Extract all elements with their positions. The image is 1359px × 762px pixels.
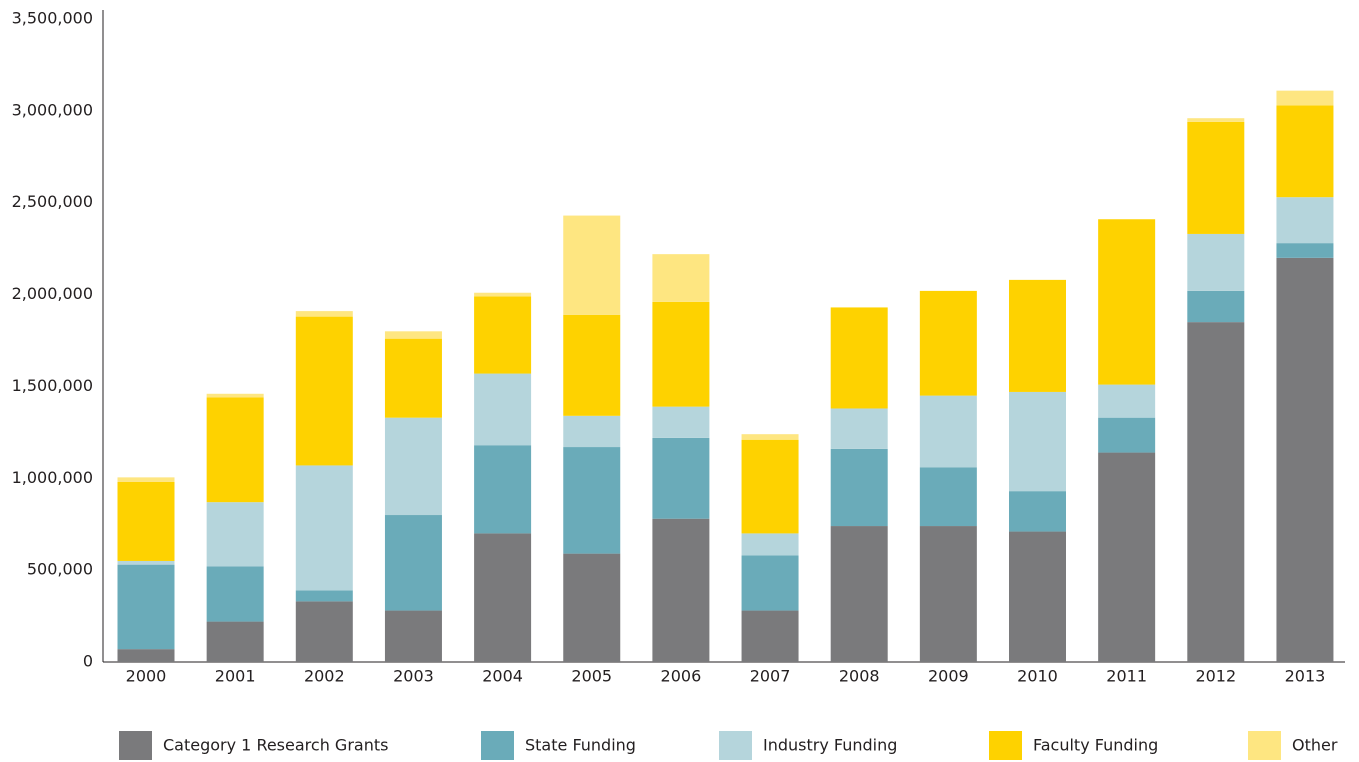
bar-segment <box>1098 452 1156 662</box>
y-tick-label: 2,500,000 <box>12 192 93 211</box>
bar-segment <box>117 564 175 650</box>
bar-segment <box>117 560 175 565</box>
bar-segment <box>830 448 888 527</box>
bar-segment <box>384 610 442 662</box>
bar-segment <box>919 290 977 396</box>
y-tick-label: 0 <box>83 652 93 671</box>
bar-segment <box>1276 197 1334 244</box>
bar-segment <box>1098 417 1156 453</box>
bar-segment <box>652 518 710 662</box>
legend-swatch <box>989 731 1022 760</box>
legend-label: State Funding <box>525 736 636 755</box>
legend-swatch <box>481 731 514 760</box>
bar-segment <box>117 481 175 561</box>
bar-segment <box>474 445 532 534</box>
bar-segment <box>474 296 532 374</box>
bar-segment <box>1187 233 1245 291</box>
bar-segment <box>1098 384 1156 418</box>
bar-segment <box>1187 121 1245 234</box>
bar-segment <box>830 307 888 409</box>
bar-segment <box>206 566 264 622</box>
legend-label: Other <box>1292 736 1338 755</box>
bar-segment <box>1098 219 1156 385</box>
bar-segment <box>384 338 442 418</box>
bar-segment <box>295 590 353 602</box>
bar-segment <box>652 254 710 302</box>
x-tick-label: 2011 <box>1106 667 1147 686</box>
bar-segment <box>295 311 353 317</box>
bar-segment <box>295 601 353 662</box>
y-tick-label: 1,500,000 <box>12 376 93 395</box>
bar-segment <box>1276 90 1334 106</box>
y-tick-label: 1,000,000 <box>12 468 93 487</box>
bar-segment <box>563 215 621 315</box>
bar-segment <box>1276 105 1334 198</box>
bar-segment <box>206 502 264 567</box>
bar-segment <box>384 417 442 516</box>
bar-segment <box>830 526 888 662</box>
bar-segment <box>1009 279 1066 392</box>
bar-segment <box>741 439 799 534</box>
bar-segment <box>652 406 710 438</box>
bar-segment <box>1187 290 1245 323</box>
x-tick-label: 2013 <box>1285 667 1326 686</box>
legend-label: Faculty Funding <box>1033 736 1158 755</box>
bar-segment <box>206 393 264 398</box>
bar-segment <box>117 477 175 482</box>
bar-segment <box>919 467 977 527</box>
x-tick-label: 2000 <box>126 667 167 686</box>
legend-swatch <box>1248 731 1281 760</box>
bar-segment <box>1009 491 1066 532</box>
bar-segment <box>563 314 621 416</box>
bar-segment <box>117 649 175 662</box>
x-tick-label: 2009 <box>928 667 969 686</box>
bar-segment <box>206 621 264 662</box>
x-tick-label: 2001 <box>215 667 256 686</box>
x-tick-label: 2004 <box>482 667 523 686</box>
y-tick-label: 2,000,000 <box>12 284 93 303</box>
legend-swatch <box>719 731 752 760</box>
x-tick-label: 2002 <box>304 667 345 686</box>
bar-segment <box>384 515 442 611</box>
x-tick-label: 2006 <box>661 667 702 686</box>
bar-segment <box>563 553 621 662</box>
y-tick-label: 500,000 <box>27 560 93 579</box>
y-tick-label: 3,500,000 <box>12 9 93 28</box>
bar-segment <box>295 465 353 591</box>
bar-segment <box>1276 243 1334 258</box>
x-tick-label: 2010 <box>1017 667 1058 686</box>
bar-segment <box>919 526 977 662</box>
bar-segment <box>474 533 532 662</box>
bar-segment <box>741 533 799 556</box>
x-tick-label: 2005 <box>571 667 612 686</box>
bar-segment <box>474 373 532 446</box>
legend-label: Industry Funding <box>763 736 897 755</box>
x-tick-label: 2003 <box>393 667 434 686</box>
bar-segment <box>1009 391 1066 492</box>
x-tick-label: 2012 <box>1195 667 1236 686</box>
bar-segment <box>295 316 353 466</box>
bar-segment <box>652 301 710 407</box>
bar-segment <box>474 292 532 297</box>
bar-segment <box>1187 322 1245 662</box>
legend-swatch <box>119 731 152 760</box>
bar-segment <box>741 610 799 662</box>
bar-segment <box>919 395 977 468</box>
bar-segment <box>1009 531 1066 662</box>
bar-segment <box>1187 118 1245 122</box>
bar-segment <box>741 555 799 611</box>
bar-segment <box>563 415 621 448</box>
y-tick-label: 3,000,000 <box>12 100 93 119</box>
x-tick-label: 2007 <box>750 667 791 686</box>
bar-segment <box>741 434 799 440</box>
bar-segment <box>384 331 442 339</box>
bar-segment <box>1276 257 1334 662</box>
bar-segment <box>652 437 710 519</box>
bar-segment <box>206 397 264 503</box>
x-tick-label: 2008 <box>839 667 880 686</box>
bar-segment <box>830 408 888 449</box>
legend-label: Category 1 Research Grants <box>163 736 388 755</box>
bar-segment <box>563 447 621 554</box>
